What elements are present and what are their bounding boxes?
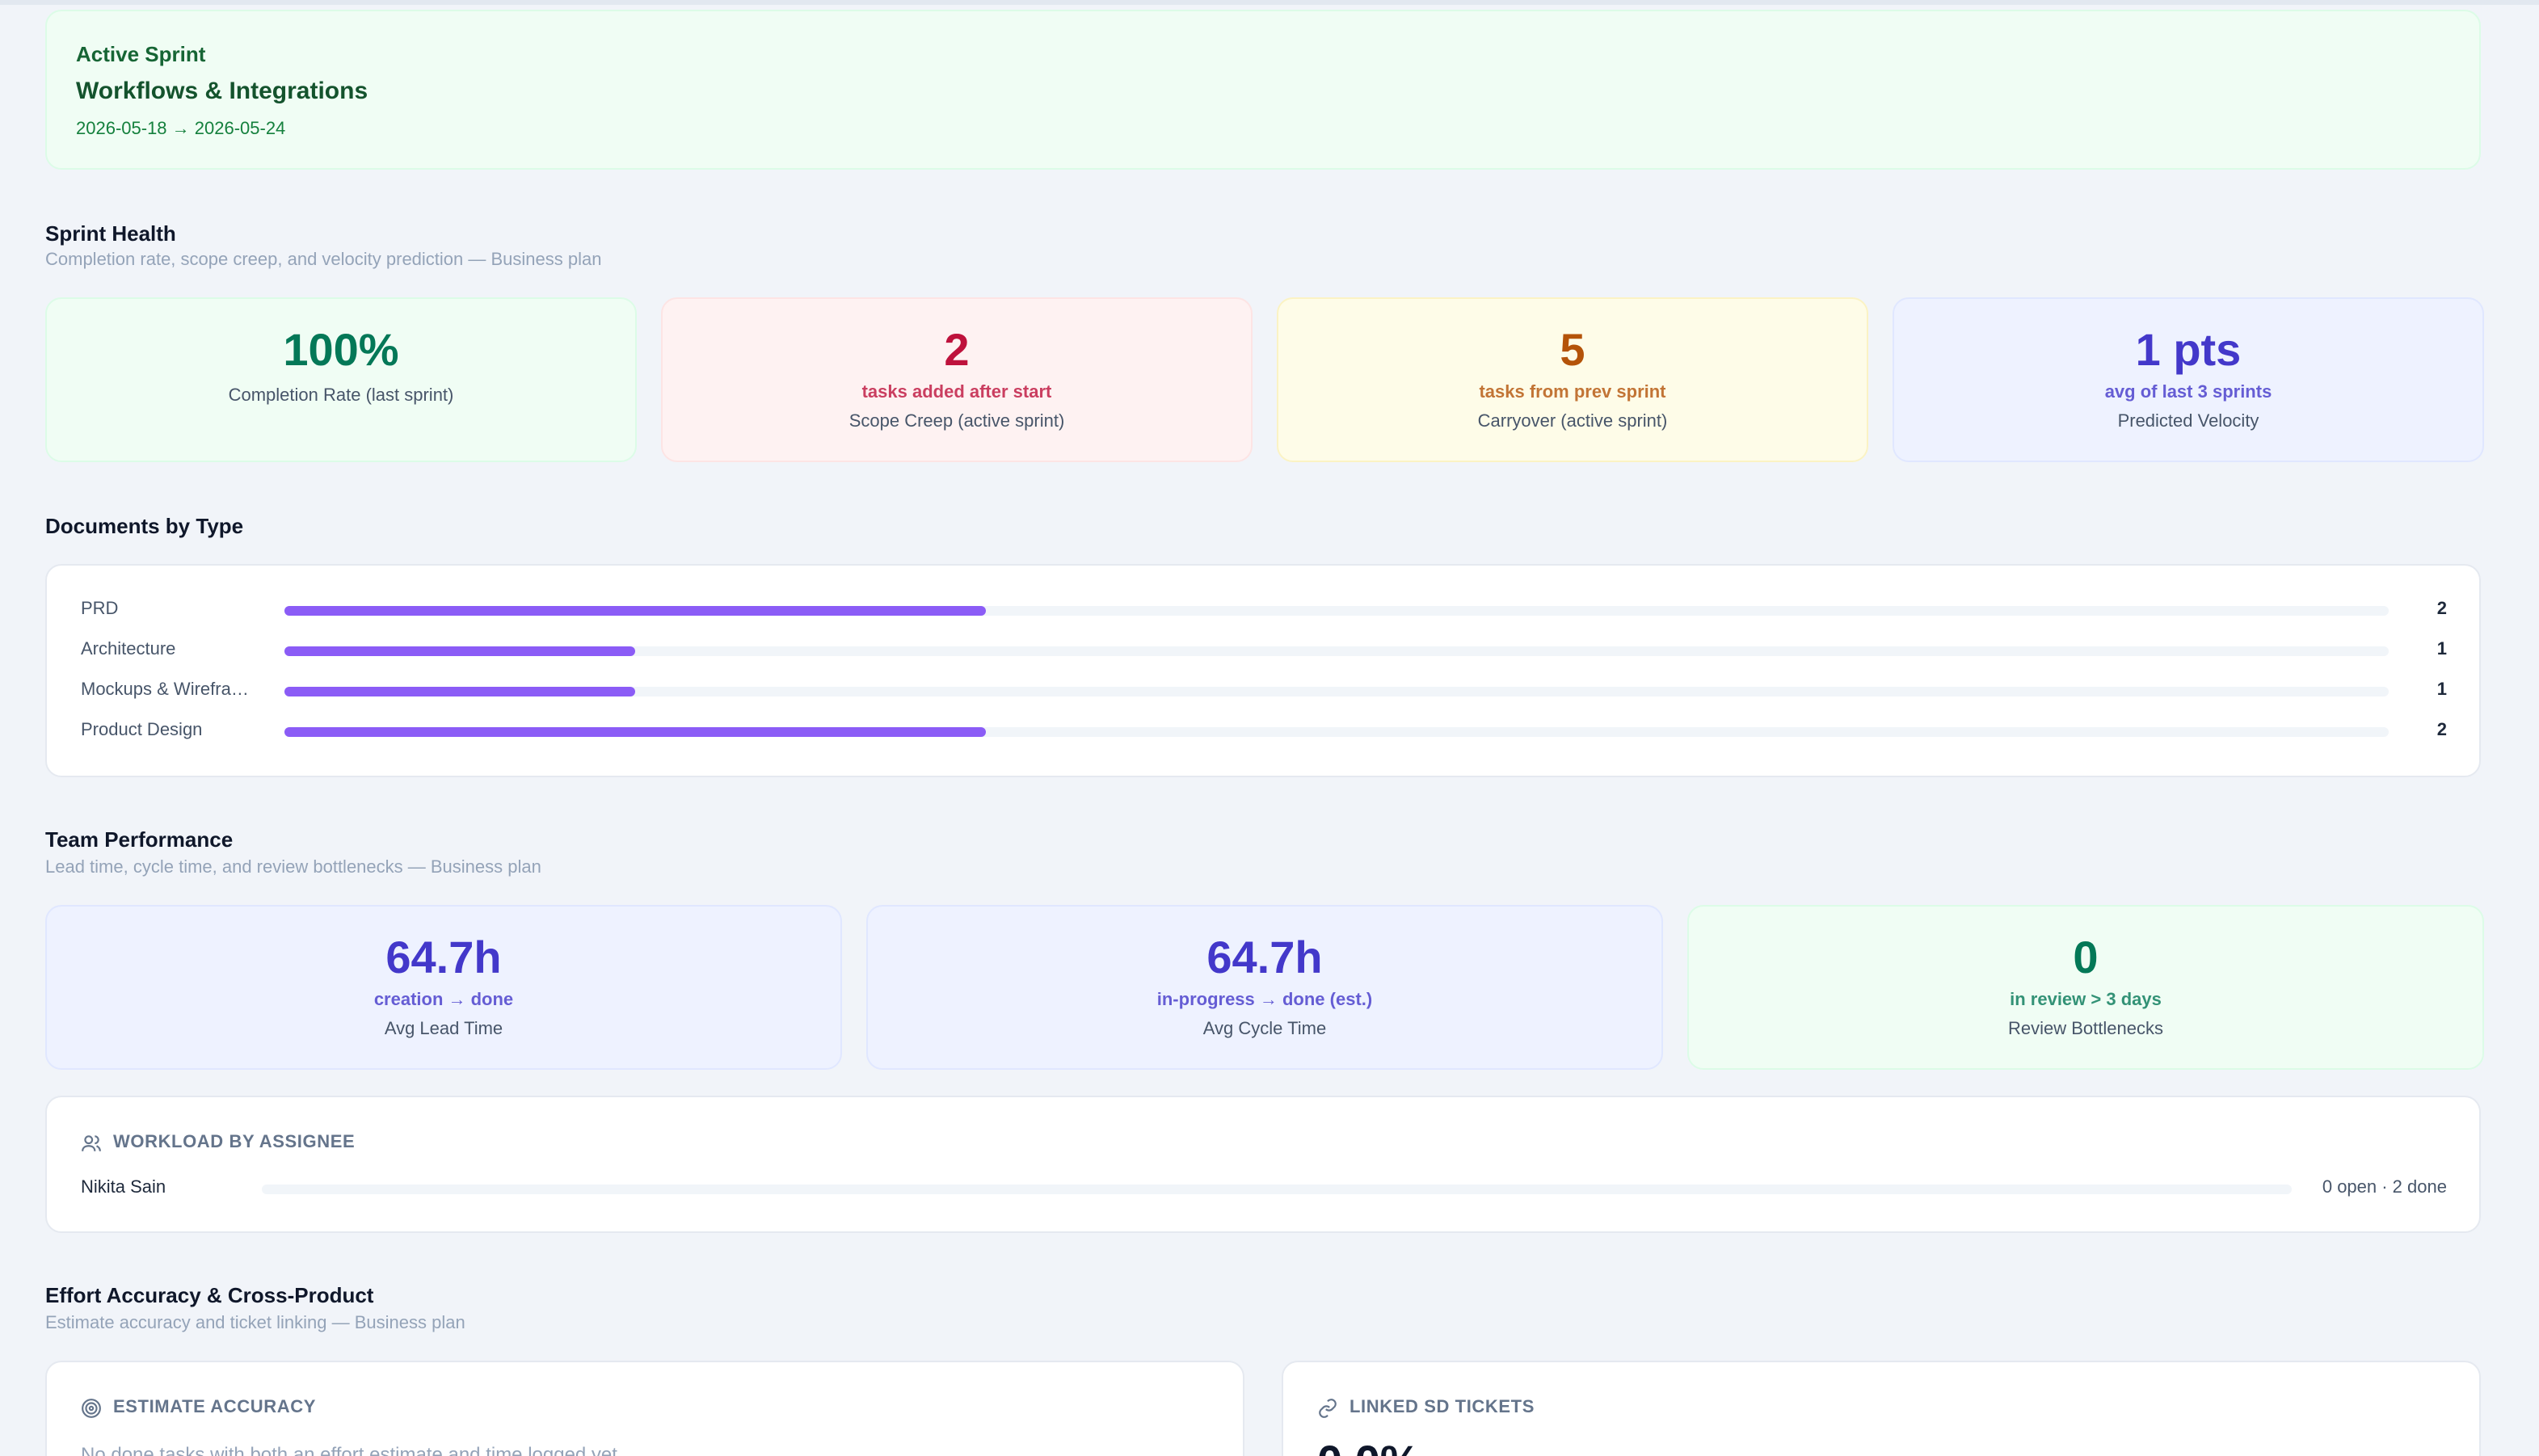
stat-value: 100% bbox=[283, 325, 399, 375]
assignee-name: Nikita Sain bbox=[81, 1178, 166, 1197]
sprint-dates: 2026-05-18 → 2026-05-24 bbox=[76, 120, 286, 139]
doc-count: 2 bbox=[2436, 721, 2447, 740]
doc-label: Mockups & Wireframes bbox=[81, 680, 259, 700]
users-icon bbox=[82, 1135, 101, 1151]
assignee-summary: 0 open · 2 done bbox=[2322, 1178, 2447, 1197]
stat-value: 1 pts bbox=[2135, 325, 2242, 375]
workload-title: WORKLOAD BY ASSIGNEE bbox=[113, 1133, 356, 1152]
stat-card: 0 in review > 3 days Review Bottlenecks bbox=[1687, 905, 2484, 1070]
stat-label: Completion Rate (last sprint) bbox=[228, 386, 454, 406]
doc-count: 2 bbox=[2436, 600, 2447, 619]
stat-value: 0 bbox=[2073, 932, 2099, 983]
section-title: Sprint Health bbox=[45, 221, 176, 246]
workload-card: WORKLOAD BY ASSIGNEE Nikita Sain 0 open ·… bbox=[45, 1096, 2481, 1233]
doc-label: Architecture bbox=[81, 640, 176, 659]
estimate-title: ESTIMATE ACCURACY bbox=[113, 1398, 316, 1417]
bar-track bbox=[284, 606, 2389, 616]
bar-track bbox=[284, 687, 2389, 696]
stat-value: 5 bbox=[1560, 325, 1585, 375]
sprint-label: Active Sprint bbox=[76, 42, 206, 66]
doc-count: 1 bbox=[2436, 640, 2447, 659]
stat-caption: in-progress → done (est.) bbox=[1156, 991, 1373, 1010]
doc-count: 1 bbox=[2436, 680, 2447, 700]
section-title: Documents by Type bbox=[45, 514, 244, 538]
bar bbox=[284, 687, 635, 696]
doc-label: Product Design bbox=[81, 721, 203, 740]
top-border bbox=[0, 0, 2539, 5]
stat-value: 64.7h bbox=[385, 932, 502, 983]
stat-caption: avg of last 3 sprints bbox=[2104, 383, 2272, 402]
stat-caption: in review > 3 days bbox=[2010, 991, 2162, 1010]
stat-card: 2 tasks added after start Scope Creep (act… bbox=[661, 297, 1253, 462]
linked-value: 0.0% bbox=[1317, 1437, 1421, 1456]
stat-card: 5 tasks from prev sprint Carryover (active… bbox=[1277, 297, 1868, 462]
bar-track bbox=[284, 727, 2389, 737]
link-icon bbox=[1319, 1399, 1337, 1418]
section-subtitle: Completion rate, scope creep, and veloci… bbox=[45, 250, 602, 270]
sprint-name: Workflows & Integrations bbox=[76, 78, 368, 105]
stat-card: 1 pts avg of last 3 sprints Predicted Velo… bbox=[1893, 297, 2484, 462]
documents-card: PRD 2 Architecture 1 Mockups & Wireframes 1 Pr… bbox=[45, 564, 2481, 777]
section-subtitle: Estimate accuracy and ticket linking — B… bbox=[45, 1314, 465, 1333]
stat-label: Carryover (active sprint) bbox=[1477, 412, 1668, 431]
linked-card: LINKED SD TICKETS 0.0% bbox=[1282, 1361, 2481, 1456]
estimate-card: ESTIMATE ACCURACY No done tasks with bot… bbox=[45, 1361, 1244, 1456]
stat-label: Avg Lead Time bbox=[384, 1020, 503, 1039]
section-subtitle: Lead time, cycle time, and review bottle… bbox=[45, 858, 541, 877]
bar-track bbox=[284, 646, 2389, 656]
stat-card: 64.7h in-progress → done (est.) Avg Cycle … bbox=[866, 905, 1663, 1070]
linked-title: LINKED SD TICKETS bbox=[1350, 1398, 1535, 1417]
stat-caption: tasks added after start bbox=[861, 383, 1052, 402]
stat-label: Review Bottlenecks bbox=[2008, 1020, 2163, 1039]
section-title: Team Performance bbox=[45, 827, 234, 852]
stat-value: 64.7h bbox=[1206, 932, 1323, 983]
stat-card: 100% Completion Rate (last sprint) bbox=[45, 297, 637, 462]
bar bbox=[284, 727, 986, 737]
bar bbox=[284, 646, 635, 656]
stat-label: Predicted Velocity bbox=[2117, 412, 2259, 431]
doc-label: PRD bbox=[81, 600, 119, 619]
stat-label: Scope Creep (active sprint) bbox=[848, 412, 1065, 431]
stat-card: 64.7h creation → done Avg Lead Time bbox=[45, 905, 842, 1070]
estimate-message: No done tasks with both an effort estima… bbox=[81, 1443, 623, 1456]
bar bbox=[284, 606, 986, 616]
stat-value: 2 bbox=[944, 325, 970, 375]
sprint-card: Active Sprint Workflows & Integrations 2… bbox=[45, 10, 2481, 170]
bar-track bbox=[262, 1185, 2292, 1194]
stat-label: Avg Cycle Time bbox=[1202, 1020, 1327, 1039]
section-title: Effort Accuracy & Cross-Product bbox=[45, 1283, 374, 1307]
stat-caption: creation → done bbox=[373, 991, 514, 1010]
target-icon bbox=[82, 1399, 101, 1418]
stat-caption: tasks from prev sprint bbox=[1479, 383, 1666, 402]
